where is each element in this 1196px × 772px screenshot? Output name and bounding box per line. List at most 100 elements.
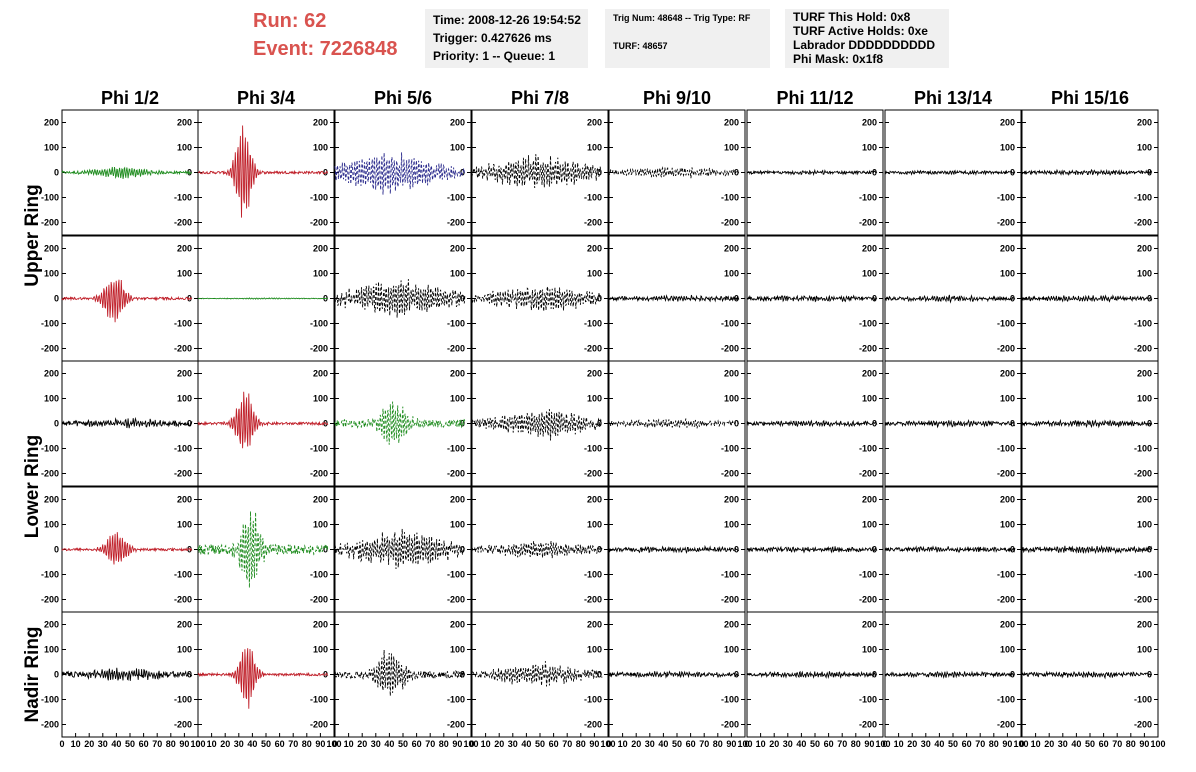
y-tick-label: 100 (724, 520, 739, 530)
x-tick-label: 0 (195, 739, 200, 749)
y-tick-label: 100 (450, 394, 465, 404)
x-tick-label: 20 (769, 739, 779, 749)
labrador-text: Labrador DDDDDDDDDD (793, 38, 936, 52)
y-tick-label: -100 (859, 570, 877, 580)
y-tick-label: -200 (41, 595, 59, 605)
y-tick-label: 100 (587, 269, 602, 279)
y-tick-label: 0 (54, 419, 59, 429)
waveform-trace (746, 545, 878, 554)
y-tick-label: 100 (1137, 520, 1152, 530)
x-tick-label: 10 (71, 739, 81, 749)
y-tick-label: 200 (177, 369, 192, 379)
waveform-trace (334, 401, 466, 445)
waveform-trace (197, 391, 329, 449)
column-title: Phi 5/6 (374, 88, 432, 108)
y-tick-label: -100 (721, 319, 739, 329)
y-tick-label: 100 (44, 520, 59, 530)
waveform-trace (334, 279, 466, 318)
y-tick-label: -100 (310, 695, 328, 705)
x-tick-label: 80 (166, 739, 176, 749)
y-tick-label: -200 (997, 344, 1015, 354)
y-tick-label: -100 (997, 570, 1015, 580)
panel-frame (471, 360, 609, 487)
y-tick-label: 200 (1000, 620, 1015, 630)
y-tick-label: -100 (41, 570, 59, 580)
y-tick-label: -200 (721, 595, 739, 605)
x-tick-label: 70 (837, 739, 847, 749)
y-tick-label: 0 (460, 168, 465, 178)
y-tick-label: 0 (460, 545, 465, 555)
y-tick-label: 100 (313, 645, 328, 655)
y-tick-label: 0 (54, 168, 59, 178)
x-tick-label: 50 (535, 739, 545, 749)
x-tick-label: 60 (275, 739, 285, 749)
y-tick-label: 200 (862, 620, 877, 630)
x-tick-label: 60 (139, 739, 149, 749)
waveform-trace (1021, 670, 1152, 680)
y-tick-label: -200 (447, 218, 465, 228)
y-tick-label: -100 (584, 319, 602, 329)
y-tick-label: -100 (447, 319, 465, 329)
y-tick-label: -100 (1134, 444, 1152, 454)
y-tick-label: -100 (310, 319, 328, 329)
waveform-trace (608, 670, 740, 679)
y-tick-label: 200 (587, 244, 602, 254)
y-tick-label: -200 (41, 344, 59, 354)
y-tick-label: -200 (310, 595, 328, 605)
x-tick-label: 60 (412, 739, 422, 749)
x-tick-label: 40 (658, 739, 668, 749)
y-tick-label: -100 (447, 570, 465, 580)
x-tick-label: 0 (882, 739, 887, 749)
panel-frame (197, 109, 335, 236)
y-tick-label: 100 (450, 269, 465, 279)
ring-label: Lower Ring (22, 435, 43, 538)
x-tick-label: 30 (921, 739, 931, 749)
y-tick-label: 100 (862, 143, 877, 153)
x-tick-label: 20 (494, 739, 504, 749)
y-tick-label: -200 (447, 469, 465, 479)
x-tick-label: 0 (606, 739, 611, 749)
x-tick-label: 40 (111, 739, 121, 749)
panel-frame (608, 611, 746, 738)
x-tick-label: 70 (288, 739, 298, 749)
y-tick-label: 200 (177, 244, 192, 254)
y-tick-label: -200 (584, 720, 602, 730)
x-tick-label: 10 (207, 739, 217, 749)
y-tick-label: 100 (1000, 520, 1015, 530)
y-tick-label: 100 (450, 520, 465, 530)
waveform-trace (608, 544, 739, 554)
y-tick-label: 200 (587, 495, 602, 505)
y-tick-label: 100 (1137, 269, 1152, 279)
x-tick-label: 0 (332, 739, 337, 749)
y-tick-label: 100 (587, 143, 602, 153)
waveform-trace (884, 670, 1015, 680)
y-tick-label: 200 (862, 118, 877, 128)
time-info-box: Time: 2008-12-26 19:54:52 Trigger: 0.427… (425, 9, 588, 68)
y-tick-label: -100 (721, 444, 739, 454)
y-tick-label: 100 (313, 269, 328, 279)
trigger-text: Trigger: 0.427626 ms (433, 31, 552, 45)
y-tick-label: -100 (721, 193, 739, 203)
x-tick-label: 80 (1126, 739, 1136, 749)
x-tick-label: 10 (756, 739, 766, 749)
y-tick-label: -100 (859, 695, 877, 705)
waveform-trace (197, 125, 328, 218)
y-tick-label: -200 (174, 344, 192, 354)
column-title: Phi 7/8 (511, 88, 569, 108)
x-tick-label: 10 (894, 739, 904, 749)
y-tick-label: -200 (859, 469, 877, 479)
turf-hold-text: TURF This Hold: 0x8 (793, 10, 911, 24)
y-tick-label: 200 (313, 369, 328, 379)
trig-info-box: Trig Num: 48648 -- Trig Type: RF TURF: 4… (605, 9, 770, 68)
waveform-trace (471, 154, 603, 189)
y-tick-label: 200 (1137, 118, 1152, 128)
y-tick-label: 100 (1000, 394, 1015, 404)
column-title: Phi 9/10 (643, 88, 711, 108)
y-tick-label: 200 (862, 244, 877, 254)
priority-text: Priority: 1 -- Queue: 1 (433, 49, 556, 63)
x-tick-label: 50 (261, 739, 271, 749)
x-tick-label: 50 (1085, 739, 1095, 749)
y-tick-label: 200 (1137, 369, 1152, 379)
y-tick-label: -200 (584, 344, 602, 354)
x-tick-label: 60 (686, 739, 696, 749)
